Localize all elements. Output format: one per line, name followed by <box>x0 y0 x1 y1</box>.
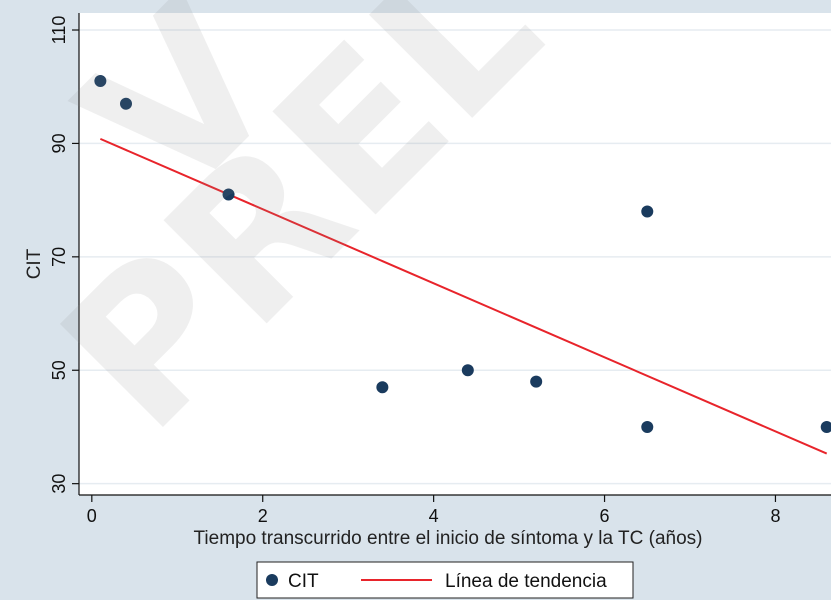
plot-area <box>79 13 831 495</box>
x-tick-label-8: 8 <box>770 506 780 526</box>
data-point-8 <box>641 420 654 433</box>
x-axis-ticks: 0 2 4 6 8 <box>87 495 780 526</box>
legend-label-cit: CIT <box>288 571 319 592</box>
scatter-series <box>94 75 831 433</box>
data-point-9 <box>820 420 831 433</box>
y-tick-label-30: 30 <box>49 474 69 494</box>
data-point-1 <box>94 75 107 88</box>
data-point-5 <box>461 364 474 377</box>
x-tick-label-0: 0 <box>87 506 97 526</box>
y-axis-ticks: 30 50 70 90 110 <box>49 16 79 494</box>
x-axis-title: Tiempo transcurrido entre el inicio de s… <box>194 528 703 549</box>
legend-box <box>256 561 634 599</box>
gridlines <box>79 29 831 485</box>
x-tick-label-6: 6 <box>600 506 610 526</box>
data-point-2 <box>120 97 132 110</box>
y-axis-title: CIT <box>24 248 45 279</box>
y-tick-label-110: 110 <box>49 16 69 45</box>
y-tick-label-50: 50 <box>49 360 69 380</box>
legend-marker-cit <box>266 574 278 586</box>
trend-line <box>99 137 828 455</box>
legend: CIT Línea de tendencia <box>256 561 634 599</box>
data-point-3 <box>222 188 235 201</box>
data-point-7 <box>641 205 654 218</box>
y-tick-label-90: 90 <box>49 133 69 153</box>
data-point-4 <box>376 381 389 394</box>
x-tick-label-2: 2 <box>258 506 268 526</box>
legend-label-trend: Línea de tendencia <box>445 571 607 592</box>
x-tick-label-4: 4 <box>429 506 439 526</box>
trend-line-series <box>99 137 828 455</box>
data-point-6 <box>530 375 543 388</box>
y-tick-label-70: 70 <box>49 247 69 267</box>
